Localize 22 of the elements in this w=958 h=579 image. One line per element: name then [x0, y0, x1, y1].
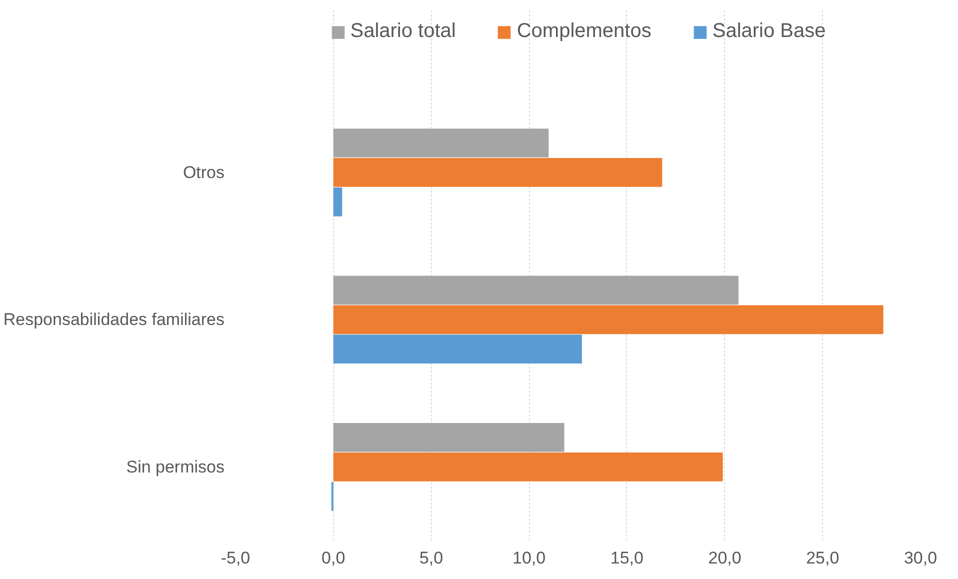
y-tick-label: Responsabilidades familiares: [3, 310, 225, 330]
x-tick-label: 15,0: [610, 548, 644, 568]
x-tick-label: 5,0: [419, 548, 444, 568]
bar: [333, 452, 723, 482]
legend-label: Salario total: [350, 20, 456, 43]
bar: [333, 334, 582, 364]
x-tick-label: 25,0: [806, 548, 840, 568]
x-tick-label: -5,0: [220, 548, 250, 568]
bar: [333, 128, 549, 158]
bar: [333, 158, 662, 187]
y-tick-label: Sin permisos: [126, 457, 225, 476]
legend-label: Salario Base: [712, 20, 826, 43]
bar: [333, 276, 738, 305]
x-tick-label: 30,0: [904, 548, 938, 568]
y-tick-label: Otros: [182, 162, 224, 182]
bar: [333, 305, 884, 334]
x-tick-label: 0,0: [322, 548, 346, 568]
x-tick-label: 10,0: [512, 548, 546, 568]
legend-label: Complementos: [516, 20, 652, 43]
bar: [333, 423, 564, 452]
bar: [333, 187, 342, 216]
x-tick-label: 20,0: [708, 548, 742, 568]
